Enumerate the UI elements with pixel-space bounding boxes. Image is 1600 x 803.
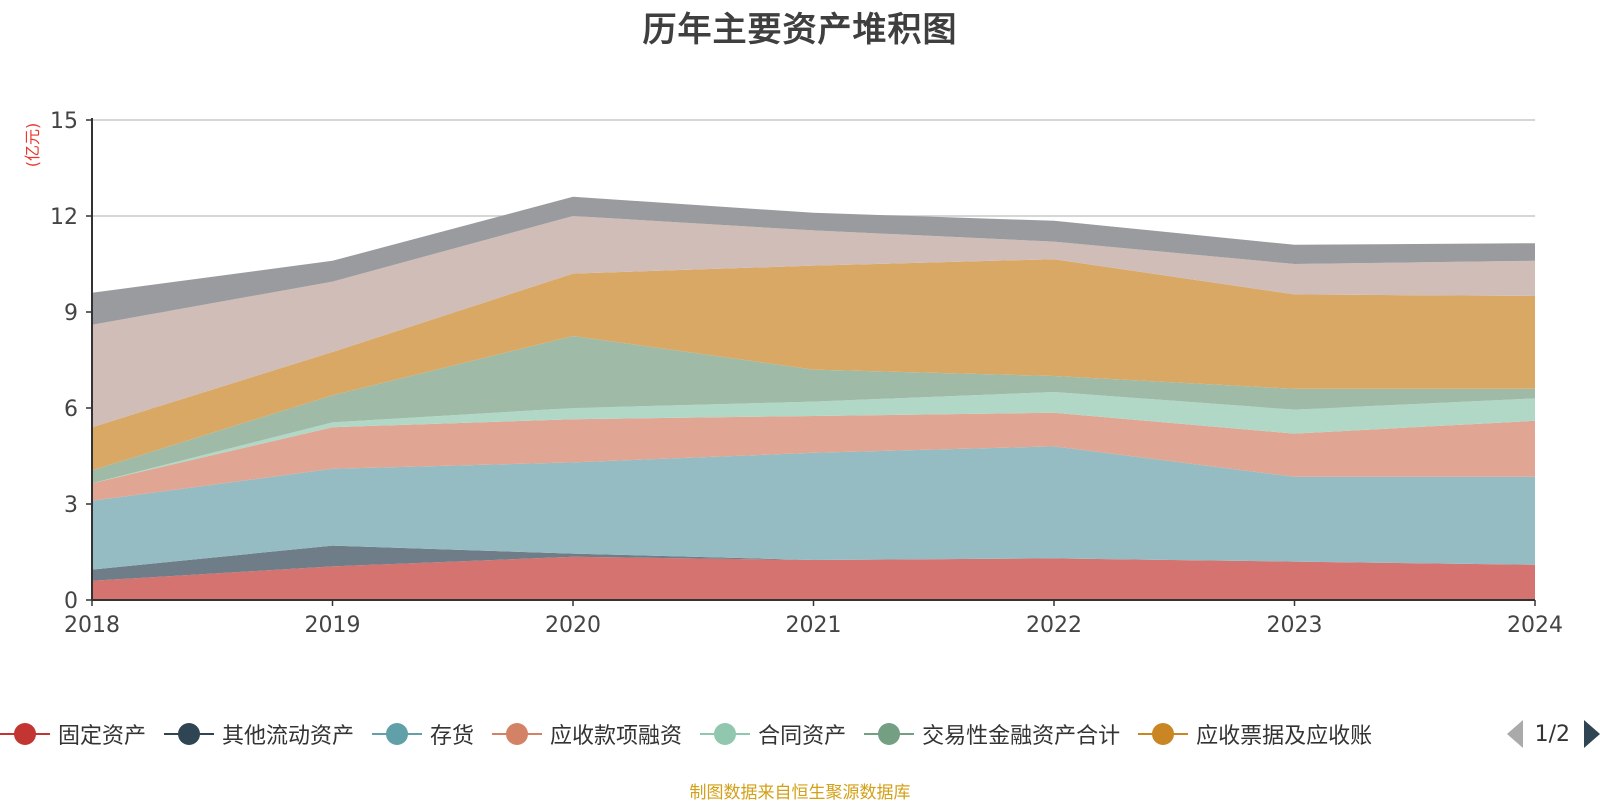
legend-dot <box>714 723 737 745</box>
legend-marker-icon <box>164 722 215 746</box>
legend-dot <box>178 723 201 745</box>
y-tick-label: 12 <box>50 205 78 230</box>
chart-title: 历年主要资产堆积图 <box>642 10 958 50</box>
legend-item[interactable]: 应收票据及应收账 <box>1138 718 1372 750</box>
legend-items: 固定资产 其他流动资产 存货 应收款项融资 合同资产 交易性金融资产合计 应收票据及应收账 <box>0 718 1390 750</box>
legend-label: 合同资产 <box>758 724 847 749</box>
legend-label: 应收款项融资 <box>550 724 683 749</box>
legend-dot <box>386 723 409 745</box>
x-tick-label: 2018 <box>64 613 120 638</box>
legend-item[interactable]: 其他流动资产 <box>164 718 354 750</box>
legend-item[interactable]: 合同资产 <box>700 718 846 750</box>
legend-prev-page-icon[interactable] <box>1506 720 1523 748</box>
y-axis-unit: (亿元) <box>23 123 42 168</box>
legend-marker-icon <box>864 722 915 746</box>
legend-next-page-icon[interactable] <box>1584 720 1600 748</box>
legend-pager: 1/2 <box>1506 716 1600 752</box>
legend-label: 交易性金融资产合计 <box>922 724 1121 749</box>
y-tick-label: 9 <box>64 301 78 326</box>
legend-marker-icon <box>700 722 751 746</box>
legend-dot <box>878 723 901 745</box>
x-tick-label: 2023 <box>1267 613 1323 638</box>
area-series-7[interactable] <box>92 259 1535 471</box>
x-tick-label: 2022 <box>1026 613 1082 638</box>
legend-item[interactable]: 应收款项融资 <box>492 718 682 750</box>
legend-item[interactable]: 存货 <box>372 718 474 750</box>
legend-marker-icon <box>0 722 50 746</box>
legend-dot <box>14 723 36 745</box>
area-series-6[interactable] <box>92 336 1535 484</box>
axes: 0 3 6 9 12 15 2018 2019 2020 2021 2022 2023 2024 <box>50 109 1563 638</box>
area-series-1[interactable] <box>92 556 1535 600</box>
legend-item[interactable]: 固定资产 <box>0 718 146 750</box>
x-tick-label: 2021 <box>786 613 842 638</box>
legend-marker-icon <box>372 722 423 746</box>
y-tick-label: 15 <box>50 109 78 134</box>
legend-marker-icon <box>1138 722 1189 746</box>
y-tick-label: 3 <box>64 493 78 518</box>
data-source-note: 制图数据来自恒生聚源数据库 <box>689 783 911 803</box>
legend-label: 应收票据及应收账 <box>1196 724 1373 749</box>
legend-dot <box>506 723 529 745</box>
legend-label: 其他流动资产 <box>222 724 355 749</box>
y-tick-label: 6 <box>64 397 78 422</box>
x-tick-label: 2019 <box>305 613 361 638</box>
legend: 固定资产 其他流动资产 存货 应收款项融资 合同资产 交易性金融资产合计 应收票据及应收账 … <box>0 716 1600 752</box>
area-series-5[interactable] <box>92 392 1535 484</box>
area-series-2[interactable] <box>92 545 1535 581</box>
legend-page-indicator: 1/2 <box>1534 721 1570 747</box>
legend-dot <box>1152 723 1175 745</box>
area-series-9[interactable] <box>92 196 1535 325</box>
y-tick-label: 0 <box>64 589 78 614</box>
stacked-areas <box>92 196 1535 600</box>
area-series-8[interactable] <box>92 216 1535 428</box>
legend-item[interactable]: 交易性金融资产合计 <box>864 718 1120 750</box>
x-tick-label: 2020 <box>545 613 601 638</box>
area-series-3[interactable] <box>92 446 1535 570</box>
chart-plot: 0 3 6 9 12 15 2018 2019 2020 2021 2022 2023 2024 (亿元… <box>23 109 1563 638</box>
legend-label: 存货 <box>430 724 475 749</box>
legend-label: 固定资产 <box>58 724 147 749</box>
x-tick-label: 2024 <box>1507 613 1563 638</box>
legend-marker-icon <box>492 722 543 746</box>
area-series-4[interactable] <box>92 412 1535 501</box>
